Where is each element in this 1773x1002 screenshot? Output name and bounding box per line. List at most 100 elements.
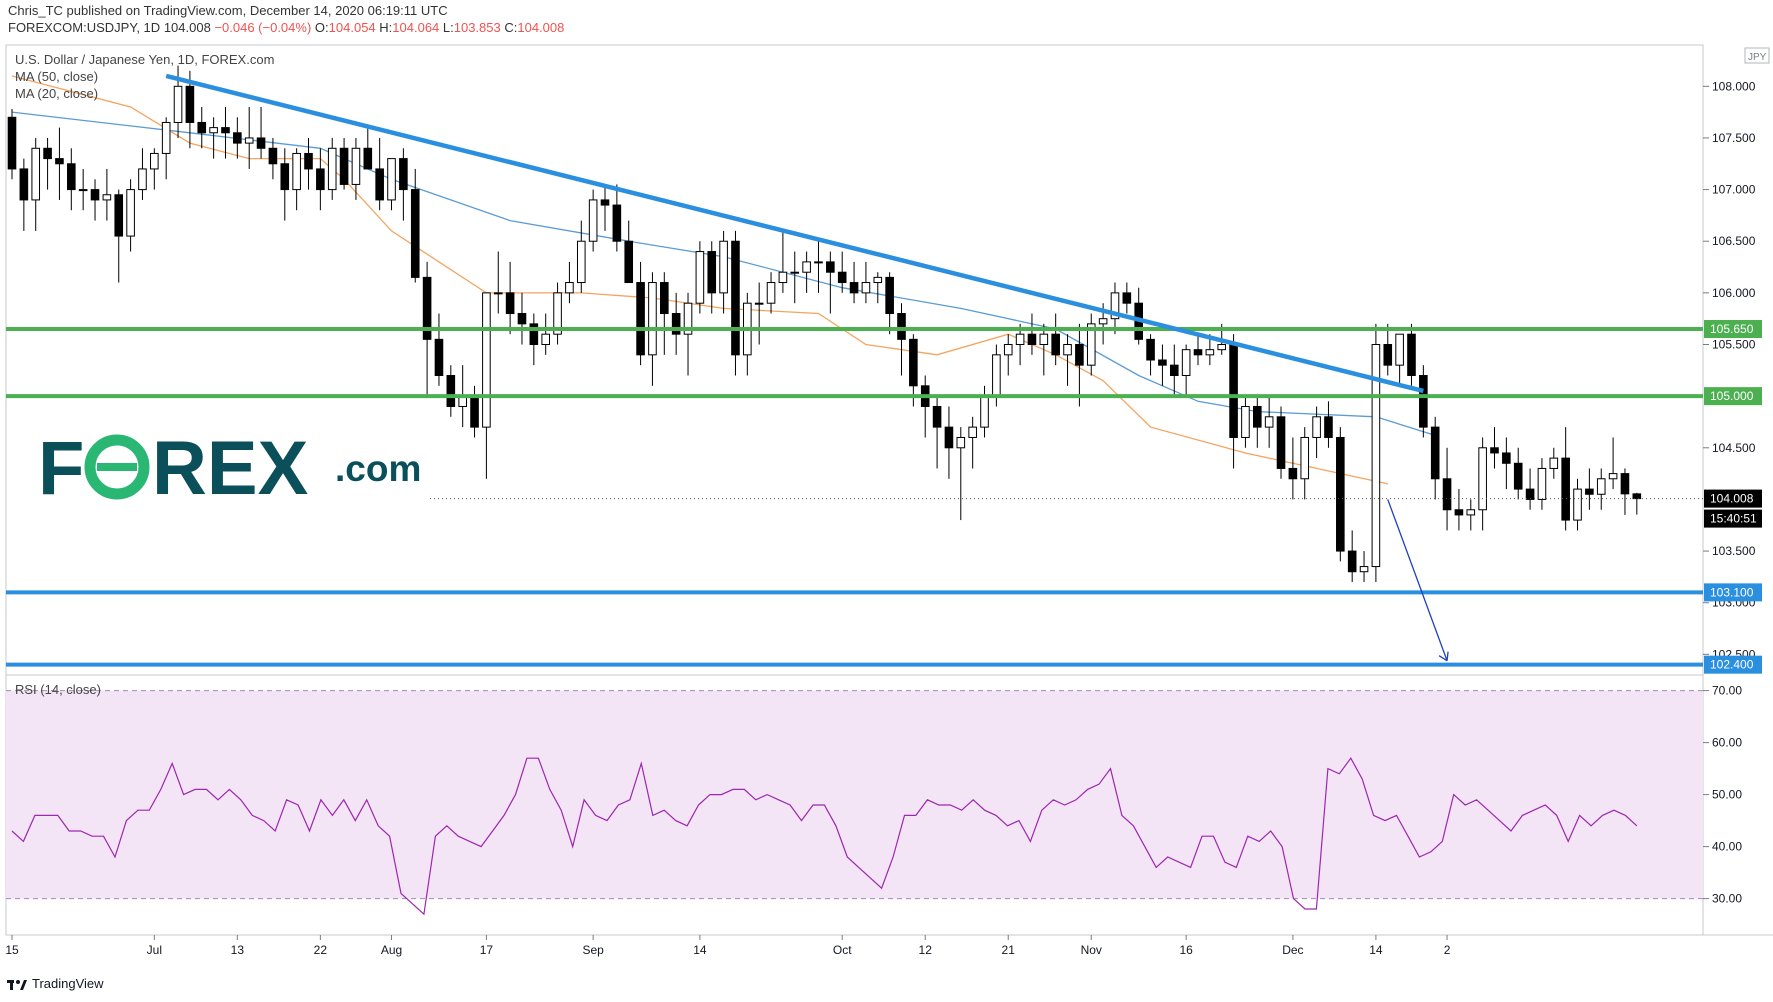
candle-body bbox=[114, 194, 124, 237]
candle-body bbox=[766, 282, 776, 304]
price-tick-label: 107.500 bbox=[1712, 131, 1756, 145]
candle-body bbox=[1632, 493, 1642, 500]
logo-dotcom: .com bbox=[335, 448, 421, 489]
candle-body bbox=[1490, 447, 1499, 454]
candle-body bbox=[1478, 447, 1487, 511]
drawn-lines bbox=[6, 73, 1703, 667]
candle-body bbox=[1098, 318, 1108, 325]
rsi-series bbox=[11, 757, 1638, 916]
candle-body bbox=[1596, 478, 1606, 495]
candle-body bbox=[399, 158, 408, 191]
candle-body bbox=[1442, 478, 1452, 511]
rsi-tick-label: 50.00 bbox=[1712, 788, 1742, 802]
candle-body bbox=[470, 395, 479, 428]
rsi-tick-label: 70.00 bbox=[1712, 684, 1742, 698]
downtrend-line bbox=[165, 73, 1424, 394]
candle-body bbox=[1430, 426, 1440, 480]
candle-body bbox=[1122, 292, 1132, 304]
candle-body bbox=[600, 199, 610, 206]
candle-body bbox=[493, 292, 503, 295]
candle-body bbox=[932, 405, 942, 428]
candle-body bbox=[1537, 467, 1547, 500]
candle-body bbox=[576, 240, 586, 284]
candle-body bbox=[1502, 452, 1511, 464]
candle-body bbox=[280, 163, 290, 191]
candle-body bbox=[1146, 338, 1155, 361]
candle-body bbox=[1253, 405, 1262, 428]
symbol-quote-line: FOREXCOM:USDJPY, 1D 104.008 −0.046 (−0.0… bbox=[8, 20, 564, 35]
candle-body bbox=[1359, 566, 1369, 573]
candle-body bbox=[1383, 344, 1393, 366]
candle-body bbox=[944, 426, 954, 449]
candle-body bbox=[731, 240, 740, 356]
open-label: O: bbox=[314, 20, 329, 35]
candle-body bbox=[90, 189, 100, 201]
candle-body bbox=[244, 137, 254, 144]
candle-body bbox=[505, 292, 515, 315]
time-tick-label: 12 bbox=[919, 943, 933, 957]
candle-body bbox=[1288, 467, 1298, 480]
candle-body bbox=[268, 147, 278, 165]
last-price-tag bbox=[1704, 489, 1762, 508]
candle-body bbox=[150, 152, 159, 170]
candle-body bbox=[707, 251, 717, 294]
candle-body bbox=[1371, 344, 1381, 568]
candle-body bbox=[327, 147, 337, 191]
candle-body bbox=[1063, 344, 1072, 356]
level-price-tag-text: 105.000 bbox=[1710, 389, 1754, 403]
candle-body bbox=[897, 313, 906, 340]
candle-body bbox=[434, 338, 444, 376]
candle-body bbox=[517, 313, 527, 325]
logo-f: F bbox=[38, 426, 84, 511]
candle-body bbox=[1276, 416, 1286, 469]
candle-body bbox=[778, 271, 788, 284]
candle-body bbox=[648, 282, 657, 356]
candle-body bbox=[837, 271, 847, 284]
candle-body bbox=[1300, 436, 1310, 480]
open-value: 104.054 bbox=[328, 20, 376, 35]
candle-body bbox=[553, 292, 562, 335]
candle-body bbox=[1419, 374, 1428, 428]
candle-body bbox=[197, 121, 207, 134]
chart-title: U.S. Dollar / Japanese Yen, 1D, FOREX.co… bbox=[15, 52, 274, 67]
price-change: −0.046 (−0.04%) bbox=[214, 20, 312, 35]
tradingview-brand: TradingView bbox=[32, 976, 104, 991]
candle-body bbox=[1039, 333, 1049, 346]
time-tick-label: 13 bbox=[231, 943, 245, 957]
ma50-legend: MA (50, close) bbox=[15, 69, 98, 84]
candle-body bbox=[1027, 333, 1037, 346]
forex-logo: F O REX .com bbox=[38, 426, 440, 511]
level-price-tag bbox=[1704, 655, 1762, 674]
candle-body bbox=[55, 158, 64, 165]
candle-body bbox=[351, 147, 361, 185]
candle-body bbox=[624, 240, 634, 284]
candle-body bbox=[339, 147, 349, 185]
candle-body bbox=[1312, 416, 1321, 438]
time-tick-label: 14 bbox=[693, 943, 707, 957]
candle-body bbox=[375, 168, 384, 201]
candle-body bbox=[1075, 344, 1084, 366]
candle-body bbox=[588, 199, 598, 242]
candle-body bbox=[7, 116, 17, 170]
candle-body bbox=[660, 282, 669, 315]
candle-body bbox=[1525, 488, 1535, 500]
candle-body bbox=[1513, 462, 1523, 490]
candle-body bbox=[1466, 509, 1476, 516]
rsi-tick-label: 30.00 bbox=[1712, 892, 1742, 906]
candle-body bbox=[1181, 349, 1191, 376]
rsi-tick-label: 40.00 bbox=[1712, 840, 1742, 854]
currency-badge: JPY bbox=[1748, 52, 1767, 63]
candle-body bbox=[67, 163, 76, 191]
level-price-tag-text: 105.650 bbox=[1710, 322, 1754, 336]
candle-body bbox=[1205, 349, 1215, 356]
candle-body bbox=[956, 436, 966, 449]
level-price-tag bbox=[1704, 583, 1762, 602]
candle-body bbox=[719, 240, 728, 294]
candle-body bbox=[446, 374, 456, 407]
rsi-legend: RSI (14, close) bbox=[15, 682, 101, 697]
price-tick-label: 108.000 bbox=[1712, 79, 1756, 93]
candle-body bbox=[304, 152, 313, 170]
candle-body bbox=[1110, 292, 1120, 320]
price-tick-label: 105.500 bbox=[1712, 338, 1756, 352]
